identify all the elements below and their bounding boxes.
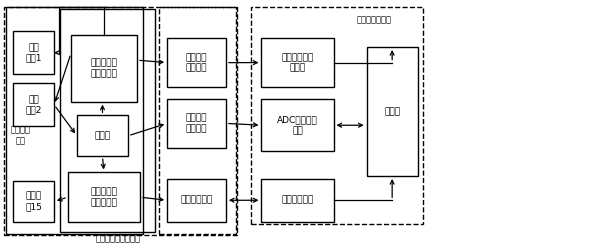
Bar xyxy=(71,35,137,102)
Text: 开关量输入检
测电路: 开关量输入检 测电路 xyxy=(281,53,314,72)
Bar xyxy=(261,38,334,87)
Bar xyxy=(167,38,226,87)
Bar xyxy=(4,7,237,235)
Text: 处理器: 处理器 xyxy=(384,107,400,116)
Bar xyxy=(251,7,423,224)
Text: 能源故障诊断子系统: 能源故障诊断子系统 xyxy=(96,234,140,243)
Bar xyxy=(13,31,54,74)
Text: 节点主控电路板: 节点主控电路板 xyxy=(356,15,391,24)
Text: 串口通讯电路: 串口通讯电路 xyxy=(180,196,213,205)
Text: 能源
模块2: 能源 模块2 xyxy=(25,95,42,115)
Text: 短路信号
反馈接口: 短路信号 反馈接口 xyxy=(186,53,207,72)
Text: 短路漏电保
护控制单元: 短路漏电保 护控制单元 xyxy=(91,59,117,78)
Bar xyxy=(167,179,226,222)
Bar xyxy=(13,83,54,126)
Bar xyxy=(261,99,334,151)
Bar xyxy=(13,181,54,222)
Text: 能源供电
模组: 能源供电 模组 xyxy=(10,125,31,145)
Bar xyxy=(6,7,143,234)
Text: 能源
模块1: 能源 模块1 xyxy=(25,43,42,62)
Text: 能源模
块15: 能源模 块15 xyxy=(25,192,42,211)
Bar xyxy=(77,115,128,156)
Text: 能源供电
反馈接口: 能源供电 反馈接口 xyxy=(186,114,207,133)
Bar xyxy=(159,7,236,234)
Text: ADC模数转换
电路: ADC模数转换 电路 xyxy=(277,116,318,135)
Bar xyxy=(60,9,155,232)
Text: 单片机: 单片机 xyxy=(94,131,111,140)
Bar xyxy=(68,172,140,222)
Bar xyxy=(167,99,226,148)
Bar xyxy=(367,47,418,176)
Bar xyxy=(261,179,334,222)
Text: 能源模块开
关控制单元: 能源模块开 关控制单元 xyxy=(91,187,117,207)
Text: 串口通讯电路: 串口通讯电路 xyxy=(281,196,314,205)
